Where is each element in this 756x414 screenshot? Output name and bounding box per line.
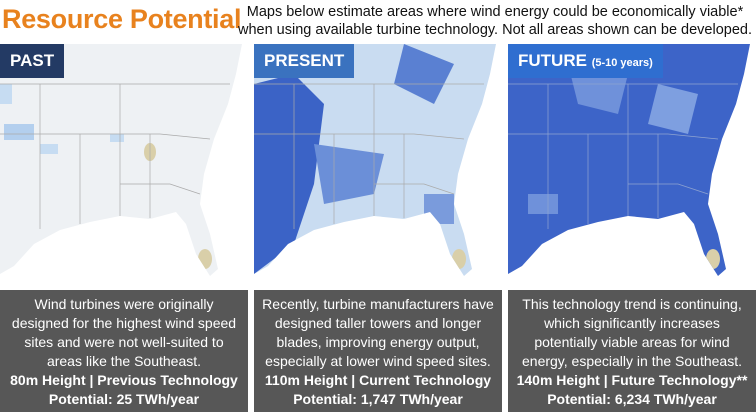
wind-map [508,44,756,290]
height-line: 140m Height | Future Technology** [516,372,748,388]
height-line: 110m Height | Current Technology [264,372,492,388]
description: Wind turbines were originally designed f… [11,296,237,369]
panel-present: PRESENT Recently, turbine manufacturers … [254,44,502,412]
land [254,44,496,276]
potential-line: Potential: 25 TWh/year [48,391,200,407]
panel-text: Recently, turbine manufacturers have des… [254,290,502,412]
state-borders [0,83,230,229]
title: Resource Potential [2,4,242,34]
subtitle: Maps below estimate areas where wind ene… [238,3,752,39]
wind-map [0,44,248,290]
subtitle-line: when using available turbine technology.… [237,22,752,38]
label-text: PAST [10,51,55,70]
state-borders [508,83,738,229]
panel-label: FUTURE (5-10 years) [508,44,663,78]
potential-line: Potential: 6,234 TWh/year [547,391,717,407]
potential-line: Potential: 1,747 TWh/year [293,391,463,407]
label-text: PRESENT [264,51,345,70]
panel-label: PRESENT [254,44,355,78]
panel-past: PAST Wind turbines were originally desig… [0,44,248,412]
wind-map [254,44,502,290]
panel-text: This technology trend is continuing, whi… [508,290,756,412]
description: Recently, turbine manufacturers have des… [262,296,494,369]
panel-label: PAST [0,44,65,78]
state-borders [254,83,484,229]
subtitle-line: Maps below estimate areas where wind ene… [246,4,744,20]
panel-future: FUTURE (5-10 years) This technology tren… [508,44,756,412]
description: This technology trend is continuing, whi… [522,296,742,369]
label-note: (5-10 years) [591,57,653,69]
label-text: FUTURE [518,51,587,70]
panel-text: Wind turbines were originally designed f… [0,290,248,412]
height-line: 80m Height | Previous Technology [10,372,238,388]
